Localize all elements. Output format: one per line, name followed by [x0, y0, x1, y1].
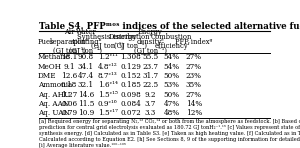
Text: 22.5: 22.5 [142, 81, 158, 89]
Text: PFP indexᵍ: PFP indexᵍ [175, 38, 212, 46]
Text: 90.8: 90.8 [78, 53, 94, 61]
Text: MeOH: MeOH [38, 63, 62, 71]
Text: 27%: 27% [186, 53, 202, 61]
Text: 0.18: 0.18 [61, 81, 77, 89]
Text: 48%: 48% [164, 109, 180, 117]
Text: 55.5: 55.5 [142, 53, 158, 61]
Text: Fuel: Fuel [38, 38, 53, 46]
Text: 1.5ᶜ¹⁷: 1.5ᶜ¹⁷ [98, 109, 118, 117]
Text: 1.27: 1.27 [61, 91, 77, 99]
Text: Ammonia: Ammonia [38, 81, 72, 89]
Text: 9.2: 9.2 [145, 91, 156, 99]
Text: 12%: 12% [186, 109, 202, 117]
Text: synthesis energy. [d] Calculated as in Table S3. [e] Taken as high heating value: synthesis energy. [d] Calculated as in T… [39, 131, 300, 136]
Text: Distributionᵈ
(GJ ton⁻¹): Distributionᵈ (GJ ton⁻¹) [108, 33, 153, 50]
Text: 1.5ᶜ¹⁵: 1.5ᶜ¹⁵ [98, 91, 118, 99]
Text: 0.072: 0.072 [120, 109, 141, 117]
Text: Aq. AAN: Aq. AAN [38, 100, 69, 108]
Text: 50%: 50% [164, 91, 180, 99]
Text: 27%: 27% [186, 91, 202, 99]
Text: 27%: 27% [186, 63, 202, 71]
Text: 0.185: 0.185 [120, 81, 141, 89]
Text: Synthesis energyᶜ
(GJ ton⁻¹): Synthesis energyᶜ (GJ ton⁻¹) [77, 33, 139, 50]
Text: Aq. UAN: Aq. UAN [38, 109, 70, 117]
Text: DME: DME [38, 72, 57, 80]
Text: prediction for central grid electrolysis evaluated as 180.72 GJ tonH₂⁻¹.¹⁵ [c] V: prediction for central grid electrolysis… [39, 125, 300, 130]
Text: 0.084: 0.084 [120, 100, 141, 108]
Text: 47%: 47% [164, 100, 180, 108]
Text: 3.3: 3.3 [145, 109, 156, 117]
Text: 0.129: 0.129 [120, 63, 141, 71]
Text: 11.5: 11.5 [78, 100, 94, 108]
Text: [a] Required energy for separating N₂,¹³ CO₂,¹⁴ or both from the atmosphere as f: [a] Required energy for separating N₂,¹³… [39, 119, 300, 124]
Text: Table S4. PFPᵐᵒˢ indices of the selected alternative fuels: Table S4. PFPᵐᵒˢ indices of the selected… [39, 22, 300, 31]
Text: 14%: 14% [186, 100, 202, 108]
Text: 1.308: 1.308 [120, 53, 141, 61]
Text: 0.9ᶜ¹⁶: 0.9ᶜ¹⁶ [98, 100, 118, 108]
Text: 31.7: 31.7 [142, 72, 158, 80]
Text: 53%: 53% [164, 81, 180, 89]
Text: 14.6: 14.6 [78, 91, 94, 99]
Text: 1.2ᶜ¹¹: 1.2ᶜ¹¹ [98, 53, 118, 61]
Text: Energy
densityᵉ
(GJ ton⁻¹): Energy densityᵉ (GJ ton⁻¹) [134, 29, 167, 55]
Text: 18.1: 18.1 [61, 53, 77, 61]
Text: 50%: 50% [164, 72, 180, 80]
Text: 32.1: 32.1 [78, 81, 94, 89]
Text: 0.79: 0.79 [61, 109, 77, 117]
Text: 1.6ᶜ¹⁴: 1.6ᶜ¹⁴ [98, 81, 118, 89]
Text: 3.7: 3.7 [145, 100, 156, 108]
Text: 0.06: 0.06 [61, 100, 77, 108]
Text: 54%: 54% [164, 63, 180, 71]
Text: 35%: 35% [186, 81, 202, 89]
Text: Combustion
efficiencyᶠ: Combustion efficiencyᶠ [151, 33, 193, 50]
Text: Calculated according to Equation E2. [h] See Sections 8, 9 of the supporting inf: Calculated according to Equation E2. [h]… [39, 137, 300, 142]
Text: 34.1: 34.1 [78, 63, 94, 71]
Text: 23%: 23% [186, 72, 202, 80]
Text: 54%: 54% [164, 53, 180, 61]
Text: Methane: Methane [38, 53, 70, 61]
Text: Air
separationᵃ
(GJ ton⁻¹): Air separationᵃ (GJ ton⁻¹) [50, 29, 89, 55]
Text: 4.8ᶜ¹²: 4.8ᶜ¹² [98, 63, 118, 71]
Text: 0.098: 0.098 [120, 91, 141, 99]
Text: 23.7: 23.7 [142, 63, 158, 71]
Text: Water
splittingᵇ
(GJ ton⁻¹): Water splittingᵇ (GJ ton⁻¹) [69, 29, 102, 55]
Text: [i] Average literature value.¹⁰⁰⁻¹⁰⁵: [i] Average literature value.¹⁰⁰⁻¹⁰⁵ [39, 143, 126, 148]
Text: 12.6: 12.6 [61, 72, 77, 80]
Text: Aq. AHU: Aq. AHU [38, 91, 70, 99]
Text: 0.152: 0.152 [120, 72, 141, 80]
Text: 47.4: 47.4 [78, 72, 94, 80]
Text: 9.1: 9.1 [63, 63, 75, 71]
Text: 10.9: 10.9 [78, 109, 94, 117]
Text: 8.7ᶜ¹³: 8.7ᶜ¹³ [98, 72, 118, 80]
